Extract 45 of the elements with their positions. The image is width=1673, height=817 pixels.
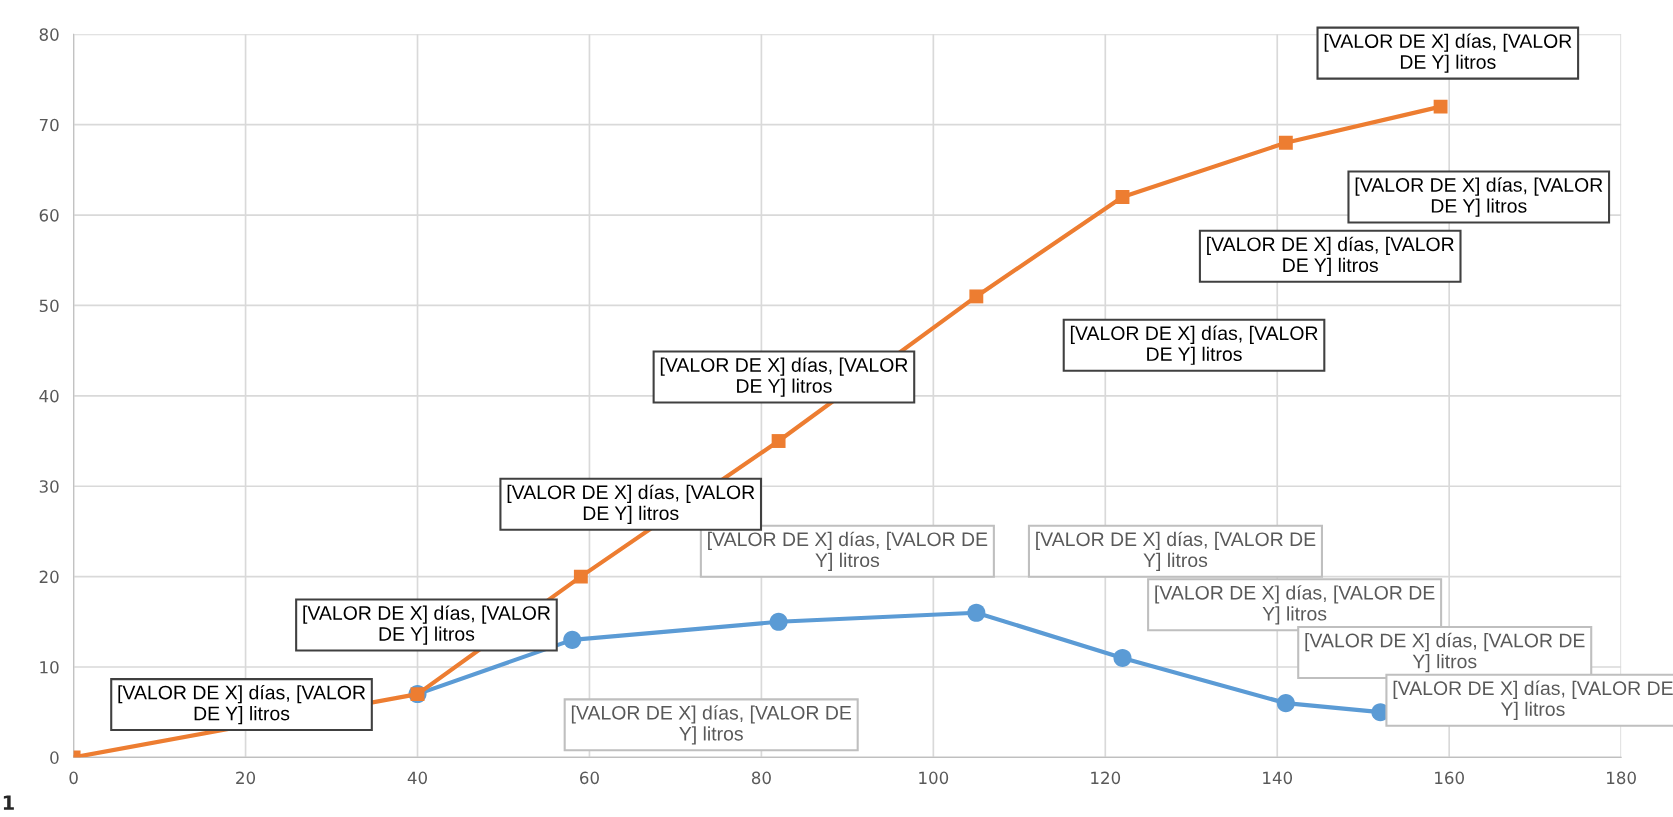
x-tick-label: 40 xyxy=(407,771,427,785)
y-tick-label: 20 xyxy=(39,570,59,584)
annotation: [VALOR DE X] días, [VALOR DE Y] litros xyxy=(1070,325,1318,365)
point xyxy=(573,569,588,584)
annotation: [VALOR DE X] días, [VALOR DE Y] litros xyxy=(571,705,852,745)
point xyxy=(769,612,788,631)
point xyxy=(1276,694,1295,713)
annotation: [VALOR DE X] días, [VALOR DE Y] litros xyxy=(708,531,988,571)
point xyxy=(1113,648,1132,667)
annotation: [VALOR DE X] días, [VALOR DE Y] litros xyxy=(1305,632,1585,673)
x-tick-label: 0 xyxy=(69,771,78,785)
x-tick-label: 80 xyxy=(751,771,771,785)
point xyxy=(771,434,786,448)
y-tick-label: 60 xyxy=(39,209,59,222)
x-tick-label: 20 xyxy=(236,771,256,785)
point xyxy=(563,630,582,649)
y-tick-label: 10 xyxy=(40,660,59,674)
annotation: [VALOR DE X] días, [VALOR DE Y] litros xyxy=(660,357,908,397)
annotation: [VALOR DE X] días, [VALOR DE Y] litros xyxy=(1355,177,1603,217)
annotation: [VALOR DE X] días, [VALOR DE Y] litros xyxy=(303,605,551,645)
point xyxy=(969,289,984,304)
x-tick-label: 60 xyxy=(580,771,599,785)
y-tick-label: 70 xyxy=(39,118,59,132)
annotation: [VALOR DE X] días, [VALOR DE Y] litros xyxy=(118,684,366,725)
annotation: [VALOR DE X] días, [VALOR DE Y] litros xyxy=(1324,33,1572,73)
y-tick-label: 0 xyxy=(50,751,59,764)
point xyxy=(1278,135,1293,150)
x-tick-label: 100 xyxy=(919,771,949,785)
point xyxy=(1115,190,1130,204)
x-tick-label: 160 xyxy=(1435,771,1464,785)
x-tick-label: 140 xyxy=(1263,771,1293,785)
annotation: [VALOR DE X] días, [VALOR DE Y] litros xyxy=(507,484,755,524)
y-tick-label: 40 xyxy=(39,389,59,403)
text: 1 xyxy=(3,795,14,810)
point xyxy=(967,603,986,622)
point xyxy=(1433,99,1448,114)
annotation: [VALOR DE X] días, [VALOR DE Y] litros xyxy=(1155,585,1435,625)
x-tick-label: 120 xyxy=(1091,771,1121,785)
annotation: [VALOR DE X] días, [VALOR DE Y] litros xyxy=(1207,236,1454,276)
x-tick-label: 180 xyxy=(1607,771,1636,785)
y-tick-label: 50 xyxy=(39,299,59,313)
annotation: [VALOR DE X] días, [VALOR DE Y] litros xyxy=(1036,531,1316,571)
y-tick-label: 80 xyxy=(39,28,59,41)
annotation: [VALOR DE X] días, [VALOR DE Y] litros xyxy=(1393,680,1673,720)
y-tick-label: 30 xyxy=(39,480,59,493)
